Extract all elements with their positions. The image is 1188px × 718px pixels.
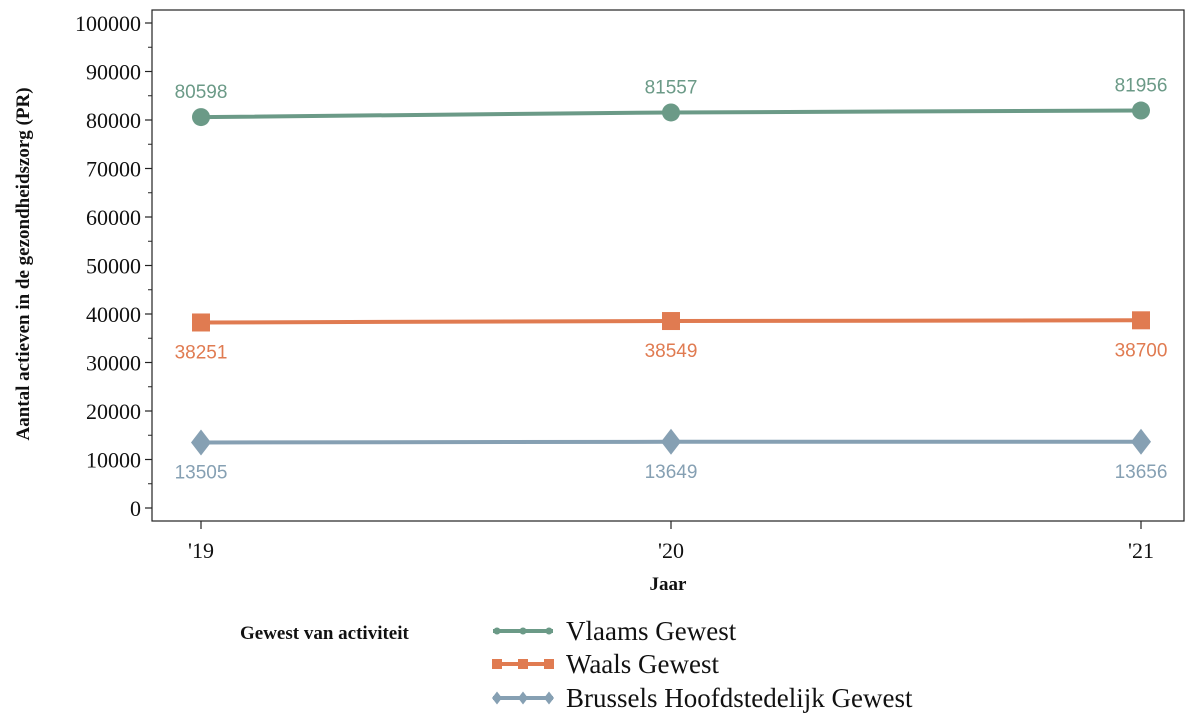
- legend-marker: [519, 627, 527, 635]
- y-tick-label: 10000: [86, 448, 141, 473]
- x-axis: '19 '20 '21: [188, 521, 1154, 563]
- y-tick-label: 50000: [86, 254, 141, 279]
- y-tick-label: 100000: [75, 11, 141, 36]
- x-axis-title: Jaar: [650, 574, 688, 595]
- y-tick-label: 90000: [86, 60, 141, 85]
- legend: Gewest van activiteit Vlaams GewestWaals…: [240, 616, 913, 713]
- series-layer: [191, 101, 1151, 456]
- legend-marker: [492, 659, 502, 669]
- x-tick-label: '19: [188, 538, 214, 563]
- legend-label: Vlaams Gewest: [566, 616, 737, 646]
- y-tick-label: 60000: [86, 205, 141, 230]
- y-tick-label: 70000: [86, 157, 141, 182]
- legend-marker: [544, 659, 554, 669]
- data-label-waals-gewest: 38700: [1115, 340, 1168, 361]
- x-tick-label: '20: [658, 538, 684, 563]
- legend-label: Waals Gewest: [566, 649, 720, 679]
- data-labels: 80598 81557 81956 38251 38549 38700 13505 13649…: [175, 76, 1168, 484]
- y-axis: 0 10000 20000 30000 40000 50000 60000 70000 8000…: [75, 11, 152, 521]
- data-point-waals-gewest: [662, 312, 680, 331]
- x-tick-label: '21: [1128, 538, 1154, 563]
- data-point-waals-gewest: [192, 313, 210, 332]
- data-point-waals-gewest: [1132, 311, 1150, 330]
- data-label-vlaams-gewest: 81956: [1115, 76, 1168, 97]
- legend-item-waals-gewest: Waals Gewest: [492, 649, 720, 679]
- legend-item-vlaams-gewest: Vlaams Gewest: [493, 616, 737, 646]
- data-point-brussels-hoofdstedelijk-gewest: [191, 429, 211, 456]
- y-tick-label: 0: [130, 496, 141, 521]
- legend-marker: [545, 627, 553, 635]
- data-label-brussels-hoofdstedelijk-gewest: 13656: [1115, 462, 1168, 483]
- legend-marker: [518, 659, 528, 669]
- y-tick-label: 20000: [86, 399, 141, 424]
- y-tick-label: 80000: [86, 108, 141, 133]
- legend-label: Brussels Hoofdstedelijk Gewest: [566, 683, 913, 713]
- data-label-waals-gewest: 38251: [175, 342, 228, 363]
- legend-marker: [544, 691, 554, 705]
- y-tick-label: 30000: [86, 351, 141, 376]
- legend-title: Gewest van activiteit: [240, 623, 410, 644]
- legend-marker: [518, 691, 528, 705]
- data-label-brussels-hoofdstedelijk-gewest: 13649: [645, 462, 698, 483]
- legend-marker: [493, 627, 501, 635]
- data-label-vlaams-gewest: 80598: [175, 82, 228, 103]
- data-label-waals-gewest: 38549: [645, 341, 698, 362]
- data-point-brussels-hoofdstedelijk-gewest: [1131, 428, 1151, 455]
- data-label-vlaams-gewest: 81557: [645, 77, 698, 98]
- legend-item-brussels-hoofdstedelijk-gewest: Brussels Hoofdstedelijk Gewest: [492, 683, 913, 713]
- y-tick-label: 40000: [86, 302, 141, 327]
- data-point-vlaams-gewest: [192, 108, 210, 127]
- data-label-brussels-hoofdstedelijk-gewest: 13505: [175, 463, 228, 484]
- legend-marker: [492, 691, 502, 705]
- data-point-vlaams-gewest: [1132, 101, 1150, 120]
- data-point-vlaams-gewest: [662, 103, 680, 122]
- y-axis-title: Aantal actieven in de gezondheidszorg (P…: [13, 87, 34, 440]
- data-point-brussels-hoofdstedelijk-gewest: [661, 428, 681, 455]
